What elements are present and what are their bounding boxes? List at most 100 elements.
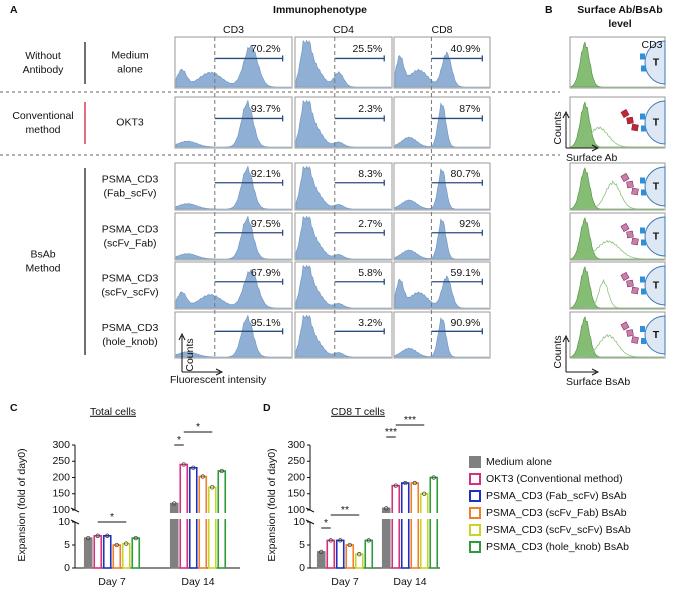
panel-label: C — [10, 402, 18, 414]
histogram-outline — [570, 126, 664, 148]
group-label: Conventional — [12, 110, 73, 122]
bar-point — [86, 535, 91, 541]
cd3 — [641, 125, 646, 132]
bar-point — [347, 542, 352, 548]
bar — [207, 486, 217, 569]
legend-swatch — [469, 473, 481, 485]
bar — [102, 534, 112, 569]
y-tick-label: 5 — [299, 539, 305, 551]
axis-arrow — [562, 334, 600, 376]
histogram-outline — [570, 239, 664, 260]
legend-label: PSMA_CD3 (scFv_Fab) BsAb — [486, 507, 627, 519]
bar — [217, 470, 227, 569]
cd3 — [640, 326, 645, 332]
y-tick-label: 0 — [64, 562, 70, 574]
panel-title: Surface Ab/BsAb — [577, 4, 662, 16]
column-header: CD8 — [431, 24, 452, 36]
t-cell — [644, 265, 666, 306]
bar — [429, 476, 439, 569]
bar — [381, 507, 391, 569]
group-label: Antibody — [23, 64, 65, 76]
cd3 — [641, 288, 646, 295]
legend-label: OKT3 (Conventional method) — [486, 473, 623, 485]
antibody — [620, 109, 630, 118]
axis-arrow — [562, 110, 600, 152]
x-tick-label: Day 14 — [393, 576, 426, 588]
t-cell — [644, 315, 666, 355]
t-cell — [644, 100, 666, 145]
gate-percent: 97.5% — [251, 218, 281, 230]
bar — [335, 539, 345, 569]
axis-title: Counts — [552, 335, 564, 368]
gate-percent: 95.1% — [251, 317, 281, 329]
histogram-frame — [174, 261, 293, 310]
gate-percent: 92.1% — [251, 168, 281, 180]
bar-point — [200, 474, 205, 479]
row-label: (hole_knob) — [102, 336, 157, 348]
y-tick-label: 200 — [52, 471, 70, 483]
bar — [400, 482, 410, 569]
row-label: (scFv_scFv) — [101, 286, 158, 298]
antibody — [626, 230, 634, 239]
antibody — [631, 123, 639, 132]
cd3 — [641, 189, 646, 196]
t-cell — [644, 216, 666, 257]
cd3 — [640, 276, 645, 283]
cd3 — [640, 227, 645, 234]
significance: *** — [404, 414, 416, 426]
y-tick-label: 100 — [52, 504, 70, 516]
significance: * — [324, 517, 328, 529]
x-tick-label: Day 7 — [98, 576, 126, 588]
row-label: alone — [117, 63, 143, 75]
y-tick-label: 10 — [293, 516, 305, 528]
x-tick-label: Day 14 — [181, 576, 214, 588]
antibody — [620, 223, 630, 232]
significance: * — [177, 434, 181, 446]
bar-point — [422, 491, 427, 496]
axis-title: Counts — [552, 111, 564, 144]
column-header: CD3 — [223, 24, 244, 36]
panel-title: Immunophenotype — [273, 4, 367, 16]
legend-swatch — [469, 507, 481, 519]
histogram — [394, 218, 489, 260]
gate-percent: 25.5% — [352, 43, 382, 55]
bar — [131, 537, 141, 569]
panel-label: B — [545, 4, 553, 16]
x-tick-label: Day 7 — [331, 576, 359, 588]
legend-label: PSMA_CD3 (scFv_scFv) BsAb — [486, 524, 631, 536]
bar-point — [384, 506, 389, 511]
axis-title: Surface Ab — [566, 152, 618, 164]
gate-percent: 92% — [459, 218, 480, 230]
cell-label: T — [653, 230, 660, 242]
bar — [83, 537, 93, 569]
cell-label: T — [653, 180, 660, 192]
gate-percent: 87% — [459, 103, 480, 115]
gate-percent: 3.2% — [358, 317, 382, 329]
y-tick-label: 5 — [64, 539, 70, 551]
chart-title: Total cells — [90, 406, 136, 418]
group-label: Method — [25, 262, 60, 274]
y-tick-label: 0 — [299, 562, 305, 574]
y-tick-label: 250 — [52, 455, 70, 467]
histogram — [175, 215, 291, 260]
histogram-frame — [174, 311, 293, 359]
antibody — [631, 286, 639, 295]
histogram — [394, 168, 489, 210]
bar-point — [95, 533, 100, 538]
histogram-frame — [174, 36, 293, 89]
gate-percent: 8.3% — [358, 168, 382, 180]
antibody — [631, 336, 639, 344]
bar-point — [357, 552, 362, 557]
gate-percent: 70.2% — [251, 43, 281, 55]
bar-point — [124, 541, 129, 546]
row-label: (Fab_scFv) — [103, 187, 156, 199]
histogram-frame — [174, 162, 293, 211]
chart-title: CD8 T cells — [331, 406, 385, 418]
row-label: OKT3 — [116, 116, 144, 128]
significance: * — [110, 511, 114, 523]
histogram — [394, 317, 489, 358]
legend-swatch — [469, 490, 481, 502]
significance: *** — [385, 426, 397, 438]
bar — [354, 553, 364, 569]
axis-title: Expansion (fold of day0) — [16, 448, 28, 561]
